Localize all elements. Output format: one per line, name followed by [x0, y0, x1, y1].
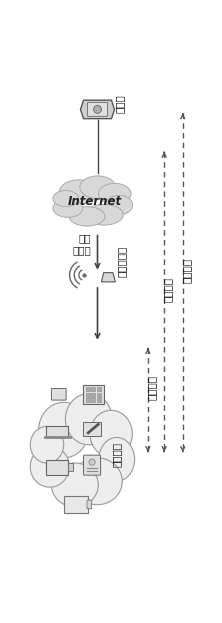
Text: 网络设备: 网络设备 [112, 442, 122, 467]
Ellipse shape [65, 394, 112, 445]
Ellipse shape [39, 402, 89, 458]
Ellipse shape [80, 176, 116, 199]
Ellipse shape [105, 196, 133, 215]
Text: Internet: Internet [68, 195, 122, 208]
Ellipse shape [52, 463, 98, 507]
Bar [91, 388, 95, 391]
Ellipse shape [30, 427, 64, 463]
Ellipse shape [99, 437, 135, 482]
Ellipse shape [30, 446, 69, 487]
Ellipse shape [59, 180, 98, 204]
FancyBboxPatch shape [87, 102, 108, 117]
Bar [97, 392, 101, 397]
Ellipse shape [72, 458, 122, 505]
Ellipse shape [85, 204, 123, 225]
Circle shape [94, 105, 101, 113]
Text: 有线
或无线: 有线 或无线 [73, 233, 91, 255]
Ellipse shape [90, 411, 132, 457]
Polygon shape [101, 273, 115, 282]
Bar [97, 388, 101, 391]
FancyBboxPatch shape [51, 389, 66, 400]
Text: 无线路由器: 无线路由器 [117, 246, 127, 277]
FancyBboxPatch shape [83, 385, 104, 404]
Text: 整体网络: 整体网络 [182, 258, 192, 283]
Bar [86, 392, 90, 397]
FancyBboxPatch shape [46, 426, 68, 437]
Bar [86, 388, 90, 391]
Ellipse shape [53, 191, 79, 207]
Ellipse shape [99, 183, 131, 204]
Circle shape [89, 459, 95, 465]
Bar [91, 398, 95, 402]
Bar [86, 398, 90, 402]
Polygon shape [80, 100, 115, 118]
Circle shape [96, 108, 99, 111]
Bar [97, 398, 101, 402]
Ellipse shape [69, 207, 105, 226]
FancyBboxPatch shape [83, 422, 101, 436]
Text: 内网网段: 内网网段 [147, 375, 157, 400]
FancyBboxPatch shape [83, 455, 101, 475]
FancyBboxPatch shape [87, 500, 92, 508]
Text: 外网网段: 外网网段 [163, 277, 173, 302]
FancyBboxPatch shape [64, 496, 88, 513]
Ellipse shape [53, 199, 83, 217]
Text: 服务器: 服务器 [114, 95, 124, 113]
FancyBboxPatch shape [46, 460, 68, 475]
FancyBboxPatch shape [68, 464, 73, 472]
Bar [91, 392, 95, 397]
